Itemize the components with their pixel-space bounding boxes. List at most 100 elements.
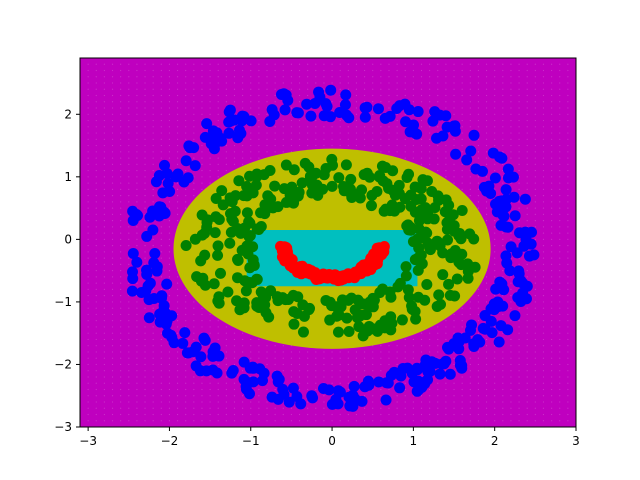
- point: [449, 125, 461, 137]
- point: [320, 98, 332, 110]
- point: [260, 307, 272, 319]
- point: [195, 255, 207, 267]
- point: [155, 292, 167, 304]
- point: [519, 193, 531, 205]
- point: [341, 109, 353, 121]
- point: [190, 360, 202, 372]
- point: [378, 240, 390, 252]
- point: [154, 308, 166, 320]
- point: [305, 110, 317, 122]
- point: [513, 265, 525, 277]
- point: [251, 223, 263, 235]
- point: [462, 272, 474, 284]
- y-tick-label: −3: [54, 420, 72, 434]
- point: [337, 181, 349, 193]
- point: [159, 159, 171, 171]
- point: [233, 129, 245, 141]
- point: [382, 377, 394, 389]
- point: [485, 315, 497, 327]
- point: [343, 325, 355, 337]
- series-2: [275, 240, 390, 287]
- point: [326, 300, 338, 312]
- series-0: [126, 84, 540, 412]
- x-tick-label: −1: [242, 434, 260, 448]
- point: [412, 106, 424, 118]
- point: [147, 224, 159, 236]
- point: [331, 310, 343, 322]
- point: [226, 367, 238, 379]
- point: [269, 180, 281, 192]
- point: [505, 241, 517, 253]
- point: [182, 172, 194, 184]
- point: [525, 238, 537, 250]
- point: [509, 210, 521, 222]
- point: [442, 207, 454, 219]
- point: [291, 307, 303, 319]
- point: [257, 375, 269, 387]
- point: [465, 324, 477, 336]
- point: [419, 378, 431, 390]
- point: [364, 171, 376, 183]
- point: [497, 300, 509, 312]
- point: [388, 366, 400, 378]
- x-tick-label: 1: [410, 434, 418, 448]
- point: [413, 223, 425, 235]
- point: [500, 201, 512, 213]
- point: [479, 323, 491, 335]
- point: [245, 115, 257, 127]
- point: [223, 127, 235, 139]
- point: [507, 171, 519, 183]
- point: [312, 189, 324, 201]
- point: [170, 171, 182, 183]
- point: [493, 336, 505, 348]
- x-tick-label: −2: [161, 434, 179, 448]
- point: [414, 210, 426, 222]
- point: [280, 159, 292, 171]
- point: [442, 234, 454, 246]
- point: [241, 207, 253, 219]
- point: [282, 294, 294, 306]
- point: [282, 94, 294, 106]
- point: [451, 273, 463, 285]
- point: [396, 314, 408, 326]
- point: [412, 233, 424, 245]
- point: [288, 164, 300, 176]
- point: [339, 99, 351, 111]
- point: [377, 175, 389, 187]
- point: [211, 367, 223, 379]
- point: [433, 289, 445, 301]
- point: [441, 121, 453, 133]
- point: [436, 358, 448, 370]
- point: [356, 184, 368, 196]
- point: [179, 327, 191, 339]
- point: [240, 285, 252, 297]
- point: [288, 318, 300, 330]
- point: [292, 291, 304, 303]
- point: [216, 185, 228, 197]
- point: [387, 184, 399, 196]
- point: [283, 396, 295, 408]
- point: [198, 332, 210, 344]
- point: [180, 240, 192, 252]
- point: [250, 179, 262, 191]
- point: [450, 148, 462, 160]
- point: [340, 159, 352, 171]
- point: [399, 98, 411, 110]
- point: [214, 267, 226, 279]
- point: [279, 104, 291, 116]
- y-tick-label: −2: [54, 357, 72, 371]
- point: [380, 203, 392, 215]
- point: [419, 294, 431, 306]
- point: [213, 291, 225, 303]
- point: [142, 280, 154, 292]
- x-axis: −3 −2 −1 0 1 2 3: [79, 427, 580, 448]
- x-tick-label: 0: [328, 434, 336, 448]
- point: [399, 193, 411, 205]
- point: [384, 110, 396, 122]
- point: [244, 262, 256, 274]
- point: [410, 194, 422, 206]
- point: [431, 235, 443, 247]
- point: [209, 227, 221, 239]
- y-axis: −3 −2 −1 0 1 2: [54, 107, 80, 434]
- point: [195, 351, 207, 363]
